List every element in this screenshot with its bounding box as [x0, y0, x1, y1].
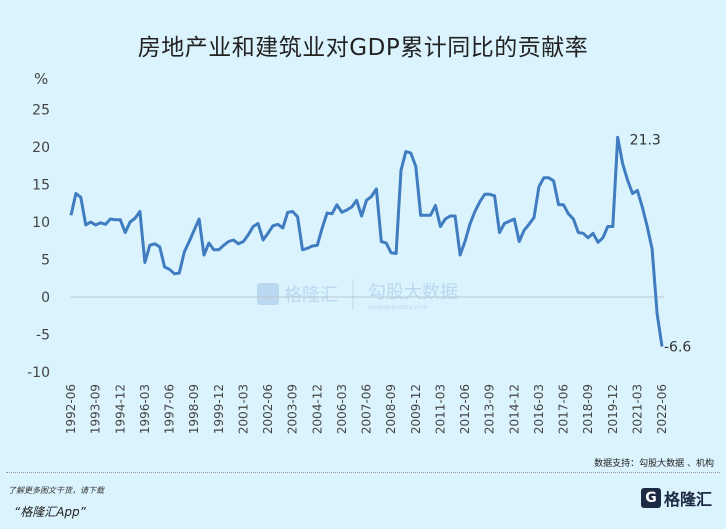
- x-tick-label: 2011-03: [433, 384, 447, 434]
- x-tick-label: 2019-12: [606, 384, 620, 434]
- watermark-gelonghui: 格隆汇: [284, 285, 338, 306]
- x-tick-label: 1996-03: [138, 384, 152, 434]
- y-tick-label: -5: [36, 328, 50, 344]
- x-tick-label: 1992-06: [64, 384, 78, 434]
- x-tick-label: 1993-09: [89, 384, 103, 434]
- x-tick-label: 2017-06: [557, 384, 571, 434]
- x-tick-label: 2008-09: [384, 384, 398, 434]
- svg-text:www.gogudata.com: www.gogudata.com: [368, 304, 428, 311]
- y-tick-label: 5: [41, 253, 50, 269]
- x-tick-label: 1997-06: [163, 384, 177, 434]
- data-source: 数据支持：勾股大数据 、机构: [594, 459, 714, 469]
- x-tick-label: 2013-09: [483, 384, 497, 434]
- y-tick-label: 10: [32, 215, 50, 231]
- x-tick-label: 2012-06: [458, 384, 472, 434]
- x-tick-label: 2004-12: [310, 384, 324, 434]
- watermark-logo-icon: [257, 283, 279, 305]
- y-tick-label: 25: [32, 103, 50, 119]
- watermark-gogudata: 勾股大数据: [368, 282, 458, 303]
- x-tick-label: 1994-12: [113, 384, 127, 434]
- data-label-max: 21.3: [630, 132, 661, 148]
- y-tick-label: 20: [32, 140, 50, 156]
- y-tick-label: 15: [32, 178, 50, 194]
- footer-divider: [6, 472, 720, 473]
- x-tick-label: 2018-09: [581, 384, 595, 434]
- y-tick-label: 0: [41, 290, 50, 306]
- data-series-line: [69, 135, 664, 347]
- x-tick-label: 2009-12: [409, 384, 423, 434]
- logo-text: 格隆汇: [663, 490, 712, 509]
- promo-app-name: “格隆汇App”: [14, 505, 86, 519]
- x-tick-label: 2001-03: [236, 384, 250, 434]
- x-tick-label: 1999-12: [212, 384, 226, 434]
- y-tick-label: -10: [27, 365, 50, 381]
- x-tick-label: 1998-09: [187, 384, 201, 434]
- promo-text: 了解更多图文干货，请下载: [8, 486, 104, 495]
- gelonghui-logo: G 格隆汇: [640, 486, 712, 510]
- chart-title: 房地产业和建筑业对GDP累计同比的贡献率: [137, 35, 589, 61]
- watermark: 格隆汇 勾股大数据 www.gogudata.com: [257, 279, 458, 311]
- x-tick-label: 2022-06: [655, 384, 669, 434]
- x-tick-label: 2014-12: [507, 384, 521, 434]
- data-label-last: -6.6: [664, 340, 691, 356]
- x-tick-label: 2016-03: [532, 384, 546, 434]
- y-axis-unit: %: [34, 70, 48, 88]
- x-tick-label: 2002-06: [261, 384, 275, 434]
- x-tick-label: 2021-03: [630, 384, 644, 434]
- x-tick-label: 2003-09: [286, 384, 300, 434]
- x-tick-label: 2007-06: [360, 384, 374, 434]
- x-tick-label: 2006-03: [335, 384, 349, 434]
- logo-g-icon: G: [640, 488, 661, 508]
